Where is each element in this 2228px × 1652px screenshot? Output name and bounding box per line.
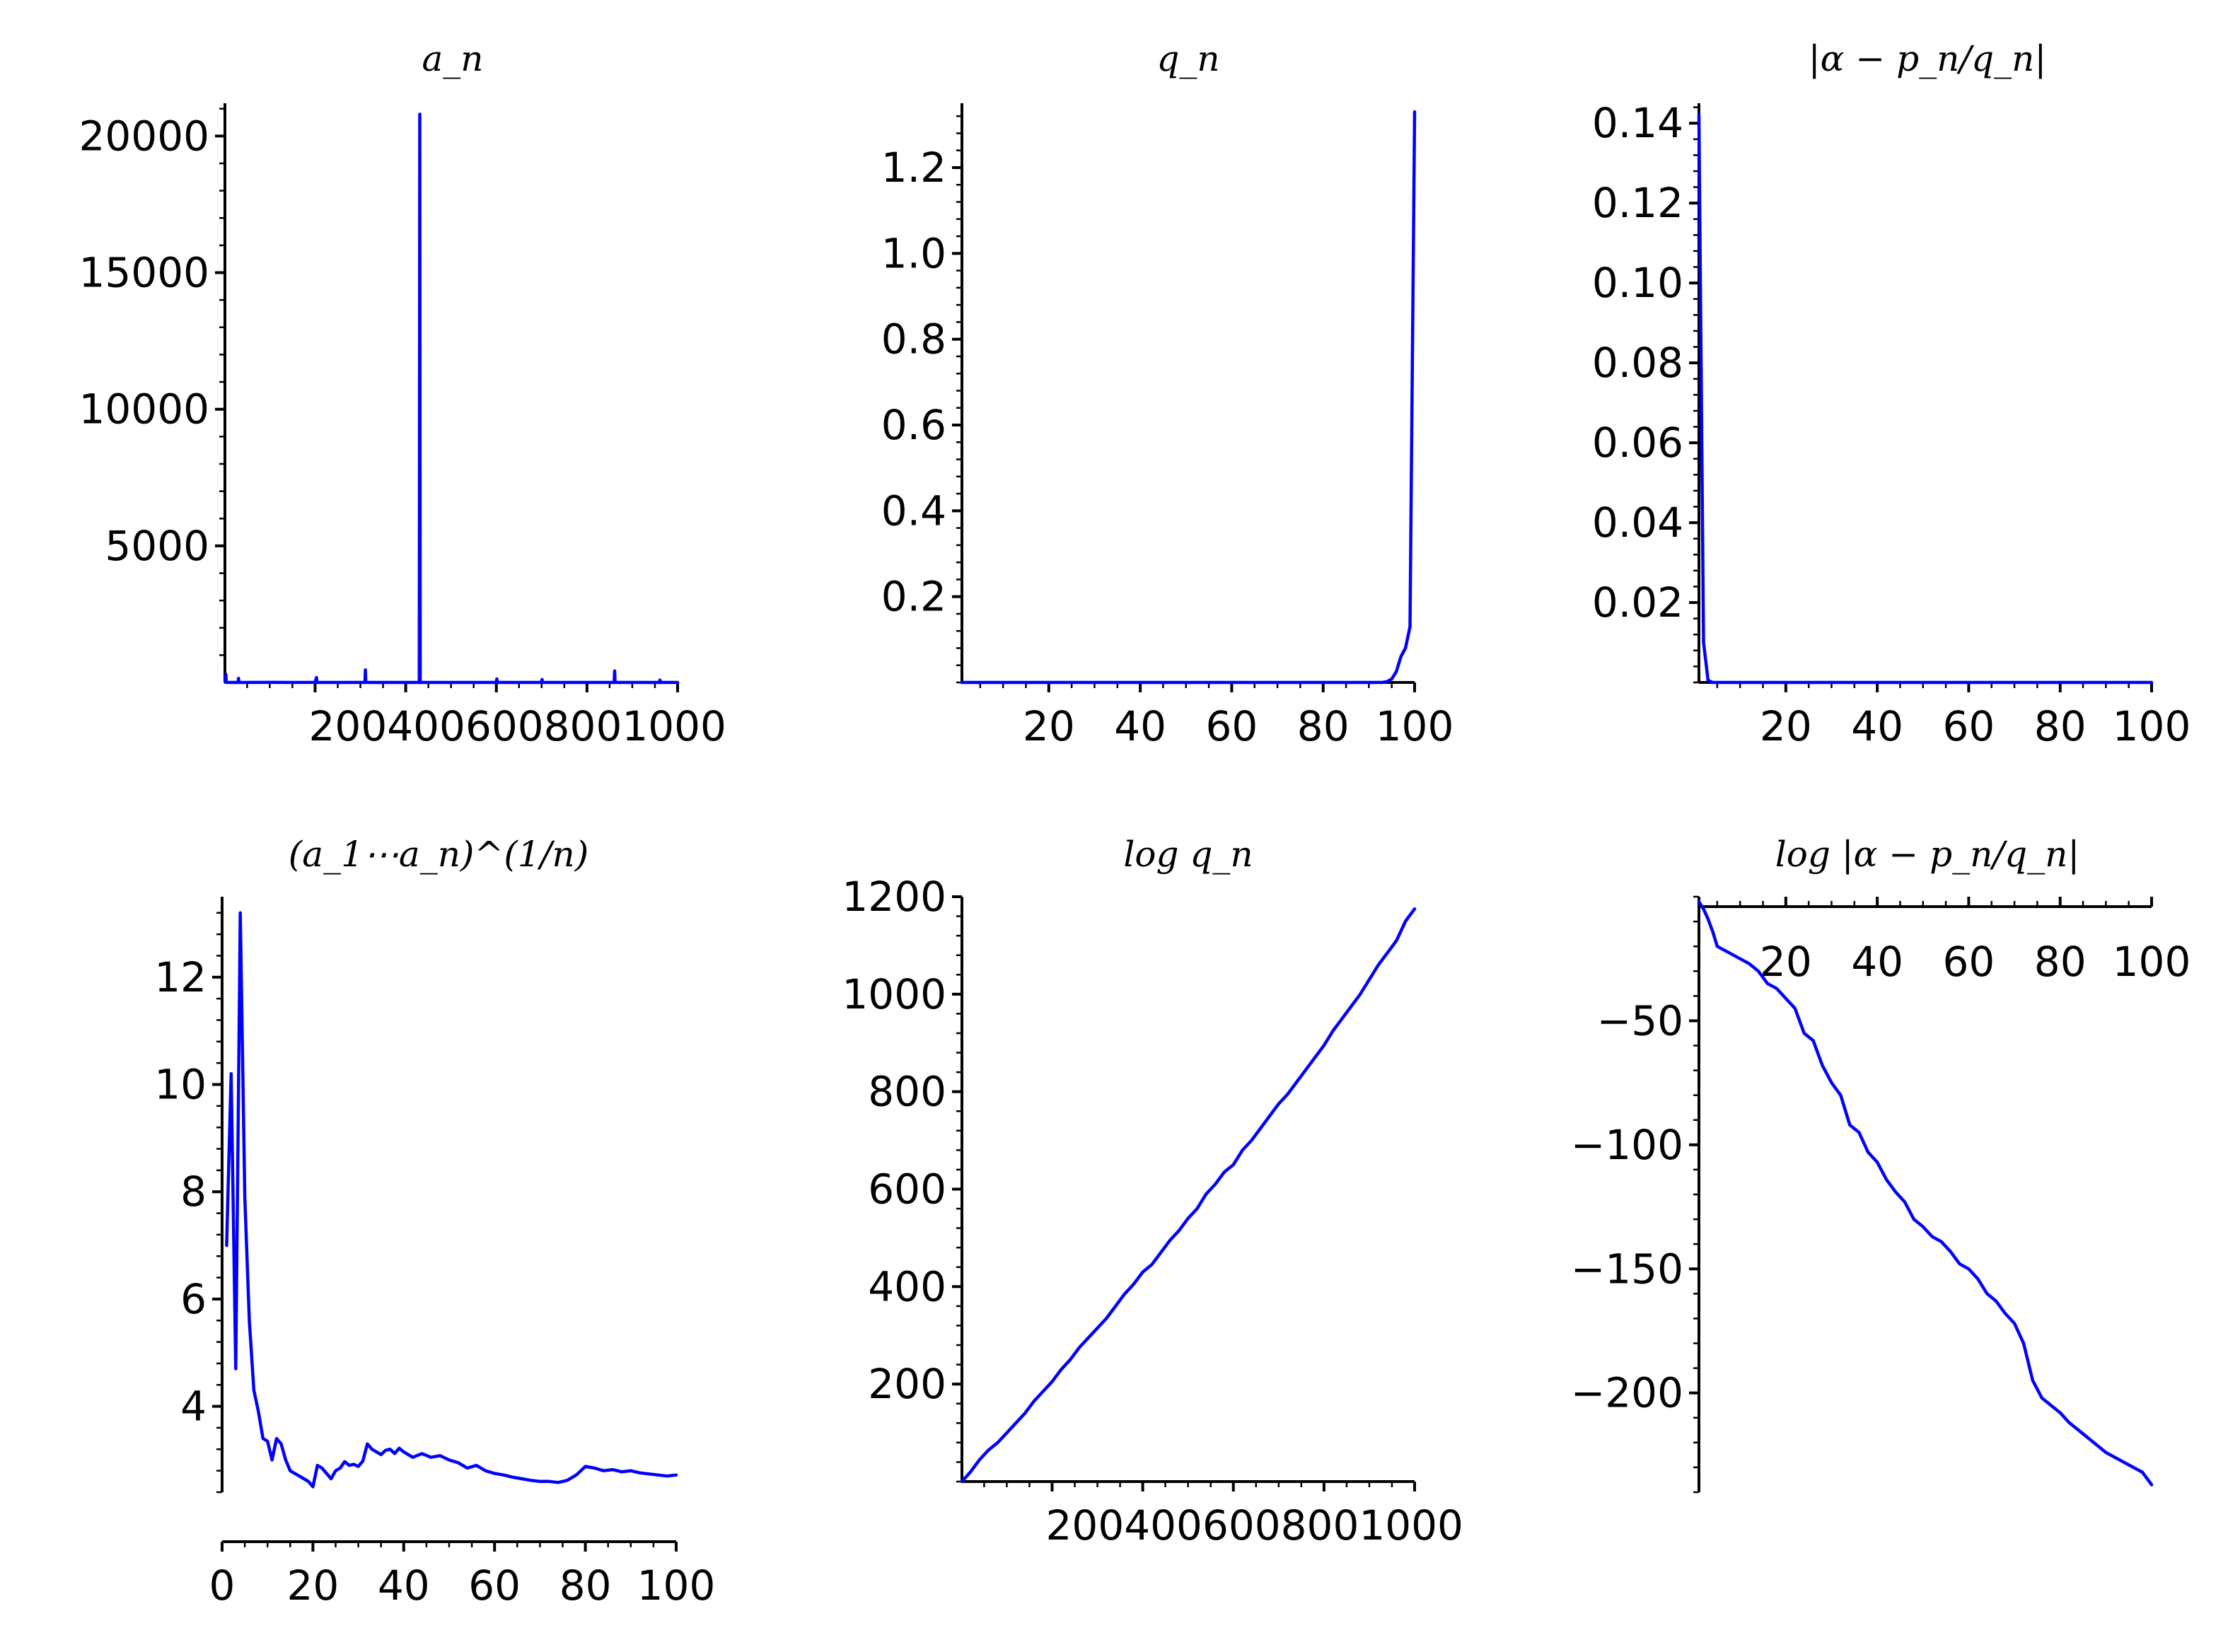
x-tick-label: 40 xyxy=(1114,702,1166,750)
y-tick-label: 0.6 xyxy=(881,401,946,449)
panel-title-qn: q_n xyxy=(1156,38,1219,79)
panel-title-geometric-mean: (a_1⋯a_n)^(1/n) xyxy=(289,834,588,875)
x-tick-labels: 2004006008001000 xyxy=(309,702,726,750)
y-tick-label: 0.8 xyxy=(881,315,946,363)
panel-log-qn: log q_n 20040060080010001200200400600800… xyxy=(842,834,1463,1549)
series-line xyxy=(960,110,1417,685)
y-tick-label: 12 xyxy=(154,953,207,1001)
series-line xyxy=(1697,900,2154,1487)
y-tick-label: 200 xyxy=(868,1360,946,1408)
y-tick-label: 0.06 xyxy=(1592,419,1683,467)
x-tick-label: 20 xyxy=(286,1561,339,1610)
y-tick-label: 1000 xyxy=(842,970,946,1018)
x-tick-label: 80 xyxy=(559,1561,612,1610)
x-tick-label: 40 xyxy=(378,1561,430,1610)
series-line xyxy=(223,112,680,685)
panel-log-error: log |α − p_n/q_n| −200 −150 −100 −50 20 40 60 8… xyxy=(1571,834,2191,1494)
y-tick-label: −50 xyxy=(1597,996,1683,1045)
x-tick-label: 80 xyxy=(2034,938,2087,986)
y-tick-label: 0.12 xyxy=(1592,179,1683,227)
x-tick-label: 20 xyxy=(1023,702,1075,750)
panel-qn: q_n 0.2 0.4 0.6 0.8 1.0 1.2 20 40 60 80 100 xyxy=(881,38,1454,750)
y-tick-label: 0.14 xyxy=(1592,99,1683,147)
x-tick-label: 100 xyxy=(2113,702,2191,750)
y-tick-label: 4 xyxy=(180,1383,207,1431)
panel-abs-error: |α − p_n/q_n| 0.02 0.04 0.06 0.08 0.10 0.12 0.… xyxy=(1592,38,2191,750)
x-tick-label: 40 xyxy=(1851,938,1903,986)
y-tick-label: −150 xyxy=(1571,1245,1683,1293)
x-tick-label: 100 xyxy=(1376,702,1454,750)
x-tick-label: 60 xyxy=(468,1561,521,1610)
y-tick-label: 1.0 xyxy=(881,229,946,277)
x-tick-label: 40 xyxy=(1851,702,1903,750)
y-tick-label: 15000 xyxy=(79,249,209,297)
x-tick-label: 80 xyxy=(1297,702,1350,750)
y-tick-label: −200 xyxy=(1571,1369,1683,1417)
panel-title-an: a_n xyxy=(422,38,483,79)
x-tick-label: 60 xyxy=(1943,938,1995,986)
y-tick-label: 1.2 xyxy=(881,144,946,192)
y-tick-label: 1200 xyxy=(842,873,946,921)
x-tick-label: 60 xyxy=(1206,702,1258,750)
x-tick-label: 100 xyxy=(2113,938,2191,986)
series-line xyxy=(1697,113,2154,685)
y-tick-label: 0.08 xyxy=(1592,339,1683,387)
y-tick-label: 0.10 xyxy=(1592,259,1683,307)
y-tick-label: 20000 xyxy=(79,112,209,160)
y-tick-label: 6 xyxy=(180,1275,207,1323)
y-tick-label: 0.2 xyxy=(881,573,946,621)
y-tick-label: 0.4 xyxy=(881,487,946,535)
y-tick-label: 600 xyxy=(868,1165,946,1214)
x-tick-label: 100 xyxy=(637,1561,716,1610)
series-line xyxy=(225,911,678,1489)
y-tick-label: 10000 xyxy=(79,385,209,434)
x-tick-label: 20 xyxy=(1760,702,1812,750)
panel-title-log-error: log |α − p_n/q_n| xyxy=(1775,834,2079,875)
y-tick-label: 10 xyxy=(154,1060,207,1108)
y-tick-label: 8 xyxy=(180,1168,207,1216)
panel-title-abs-error: |α − p_n/q_n| xyxy=(1809,38,2046,79)
x-tick-label: 60 xyxy=(1943,702,1995,750)
y-tick-label: 5000 xyxy=(105,522,209,570)
y-tick-label: 0.02 xyxy=(1592,578,1683,627)
x-tick-label: 80 xyxy=(2034,702,2087,750)
x-tick-labels: 2004006008001000 xyxy=(1046,1501,1463,1549)
panel-title-log-qn: log q_n xyxy=(1123,834,1253,875)
y-tick-label: 400 xyxy=(868,1262,946,1310)
series-line xyxy=(960,907,1417,1484)
y-tick-label: −100 xyxy=(1571,1121,1683,1169)
panel-geometric-mean: (a_1⋯a_n)^(1/n) 4 6 8 10 12 0 20 40 60 80 100 xyxy=(154,834,715,1610)
x-tick-label: 0 xyxy=(209,1561,236,1610)
x-tick-label: 20 xyxy=(1760,938,1812,986)
panel-an: a_n 5000 10000 15000 20000 2004006008001000 xyxy=(79,38,726,750)
y-tick-label: 800 xyxy=(868,1068,946,1116)
y-tick-label: 0.04 xyxy=(1592,499,1683,547)
